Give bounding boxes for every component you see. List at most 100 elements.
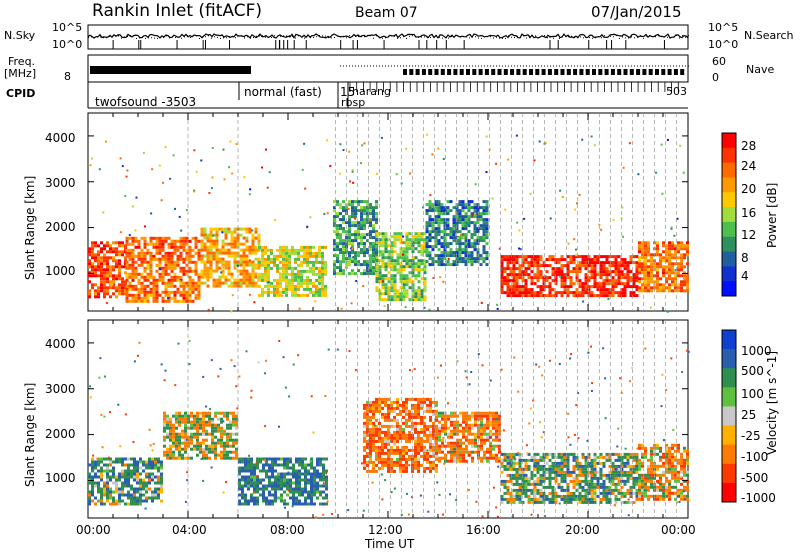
velocity-cell (136, 481, 139, 485)
velocity-cell (97, 490, 100, 494)
velocity-cell (265, 484, 268, 488)
velocity-cell (486, 447, 489, 451)
velocity-cell (399, 466, 402, 470)
power-cell (411, 250, 415, 254)
power-cell (264, 269, 267, 273)
velocity-cell (322, 457, 325, 461)
power-cell (182, 296, 186, 300)
velocity-cell (375, 457, 378, 461)
power-cell (665, 265, 668, 269)
power-cell (354, 212, 357, 216)
power-cell (614, 282, 618, 286)
power-cell (605, 282, 609, 286)
power-cell (88, 295, 91, 299)
power-cell (336, 242, 339, 246)
velocity-cell (199, 432, 202, 436)
velocity-cell (429, 454, 432, 458)
power-cell (100, 283, 103, 287)
velocity-cell (492, 447, 495, 451)
power-cell (414, 265, 418, 269)
power-cell (149, 260, 153, 264)
power-cell (140, 263, 144, 267)
power-cell (188, 287, 192, 291)
power-cell (605, 288, 609, 292)
power-cell (677, 262, 680, 266)
power-cell (479, 257, 483, 261)
velocity-cell (226, 423, 229, 427)
power-cell (215, 227, 219, 231)
velocity-cell (280, 499, 283, 503)
power-cell (236, 278, 240, 282)
power-cell (267, 290, 270, 294)
power-cell (188, 266, 192, 270)
velocity-cell (136, 499, 139, 503)
velocity-cell (387, 442, 390, 446)
power-cell (103, 286, 106, 290)
power-cell (372, 227, 375, 231)
power-cell (378, 292, 382, 296)
velocity-cell (112, 460, 115, 464)
power-cell (233, 284, 237, 288)
power-scatter (485, 135, 488, 138)
power-cell (581, 288, 585, 292)
power-cell (112, 292, 115, 296)
velocity-cell (393, 469, 396, 473)
power-cell (605, 258, 609, 262)
velocity-cell (390, 433, 393, 437)
power-cell (360, 242, 363, 246)
velocity-cell (429, 433, 432, 437)
power-cell (254, 263, 258, 267)
velocity-cell (208, 444, 211, 448)
power-cell (176, 260, 180, 264)
power-cell (97, 265, 100, 269)
power-cell (470, 260, 474, 264)
velocity-cell (542, 452, 546, 456)
velocity-cell (115, 502, 118, 506)
power-cell (399, 238, 403, 242)
power-cell (91, 265, 94, 269)
power-cell (428, 224, 432, 228)
power-cell (440, 245, 444, 249)
velocity-cell (106, 478, 109, 482)
velocity-cell (220, 450, 223, 454)
velocity-cell (372, 439, 375, 443)
power-cell (405, 289, 409, 293)
power-cell (417, 238, 421, 242)
power-scatter (186, 284, 189, 287)
power-cell (653, 265, 656, 269)
power-cell (215, 278, 219, 282)
velocity-cell (509, 500, 513, 504)
power-scatter (249, 188, 252, 191)
power-cell (351, 239, 354, 243)
power-scatter (426, 133, 428, 136)
power-cell (515, 291, 519, 295)
power-cell (179, 293, 183, 297)
power-cell (143, 296, 147, 300)
power-cell (257, 257, 261, 261)
velocity-cell (265, 475, 268, 479)
velocity-cell (196, 432, 199, 436)
power-cell (623, 264, 627, 268)
power-cell (390, 244, 394, 248)
power-cell (536, 264, 540, 268)
power-cell (288, 272, 291, 276)
power-cell (405, 244, 409, 248)
velocity-cell (223, 414, 226, 418)
power-scatter (342, 149, 345, 151)
power-cell (140, 251, 144, 255)
velocity-cell (435, 433, 438, 437)
power-cell (276, 278, 279, 282)
velocity-cell (250, 463, 253, 467)
velocity-cell (390, 436, 393, 440)
velocity-cell (178, 450, 181, 454)
velocity-cell (432, 421, 435, 425)
power-cell (167, 281, 171, 285)
velocity-cell (429, 469, 432, 473)
power-cell (324, 284, 327, 288)
power-cell (533, 255, 537, 259)
power-cell (599, 267, 603, 271)
power-cell (425, 242, 429, 246)
power-cell (348, 263, 351, 267)
power-cell (524, 291, 528, 295)
power-cell (396, 238, 400, 242)
